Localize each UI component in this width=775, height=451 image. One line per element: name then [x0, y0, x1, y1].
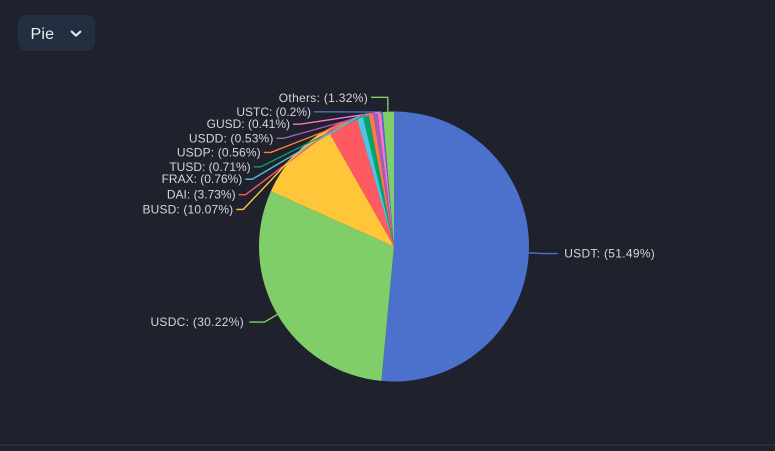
- svg-text:USDP: (0.56%): USDP: (0.56%): [177, 145, 261, 159]
- svg-text:USDC: (30.22%): USDC: (30.22%): [150, 315, 244, 329]
- svg-text:GUSD: (0.41%): GUSD: (0.41%): [207, 117, 290, 131]
- svg-text:DAI: (3.73%): DAI: (3.73%): [167, 188, 236, 202]
- svg-text:TUSD: (0.71%): TUSD: (0.71%): [169, 160, 250, 174]
- svg-text:USDT: (51.49%): USDT: (51.49%): [564, 247, 655, 261]
- svg-text:USTC: (0.2%): USTC: (0.2%): [236, 105, 311, 119]
- svg-text:USDD: (0.53%): USDD: (0.53%): [189, 131, 274, 145]
- svg-text:BUSD: (10.07%): BUSD: (10.07%): [142, 202, 233, 216]
- svg-text:FRAX: (0.76%): FRAX: (0.76%): [162, 172, 243, 186]
- svg-text:Others: (1.32%): Others: (1.32%): [279, 91, 368, 105]
